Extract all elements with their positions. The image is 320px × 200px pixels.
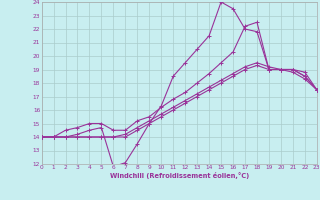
X-axis label: Windchill (Refroidissement éolien,°C): Windchill (Refroidissement éolien,°C) (109, 172, 249, 179)
